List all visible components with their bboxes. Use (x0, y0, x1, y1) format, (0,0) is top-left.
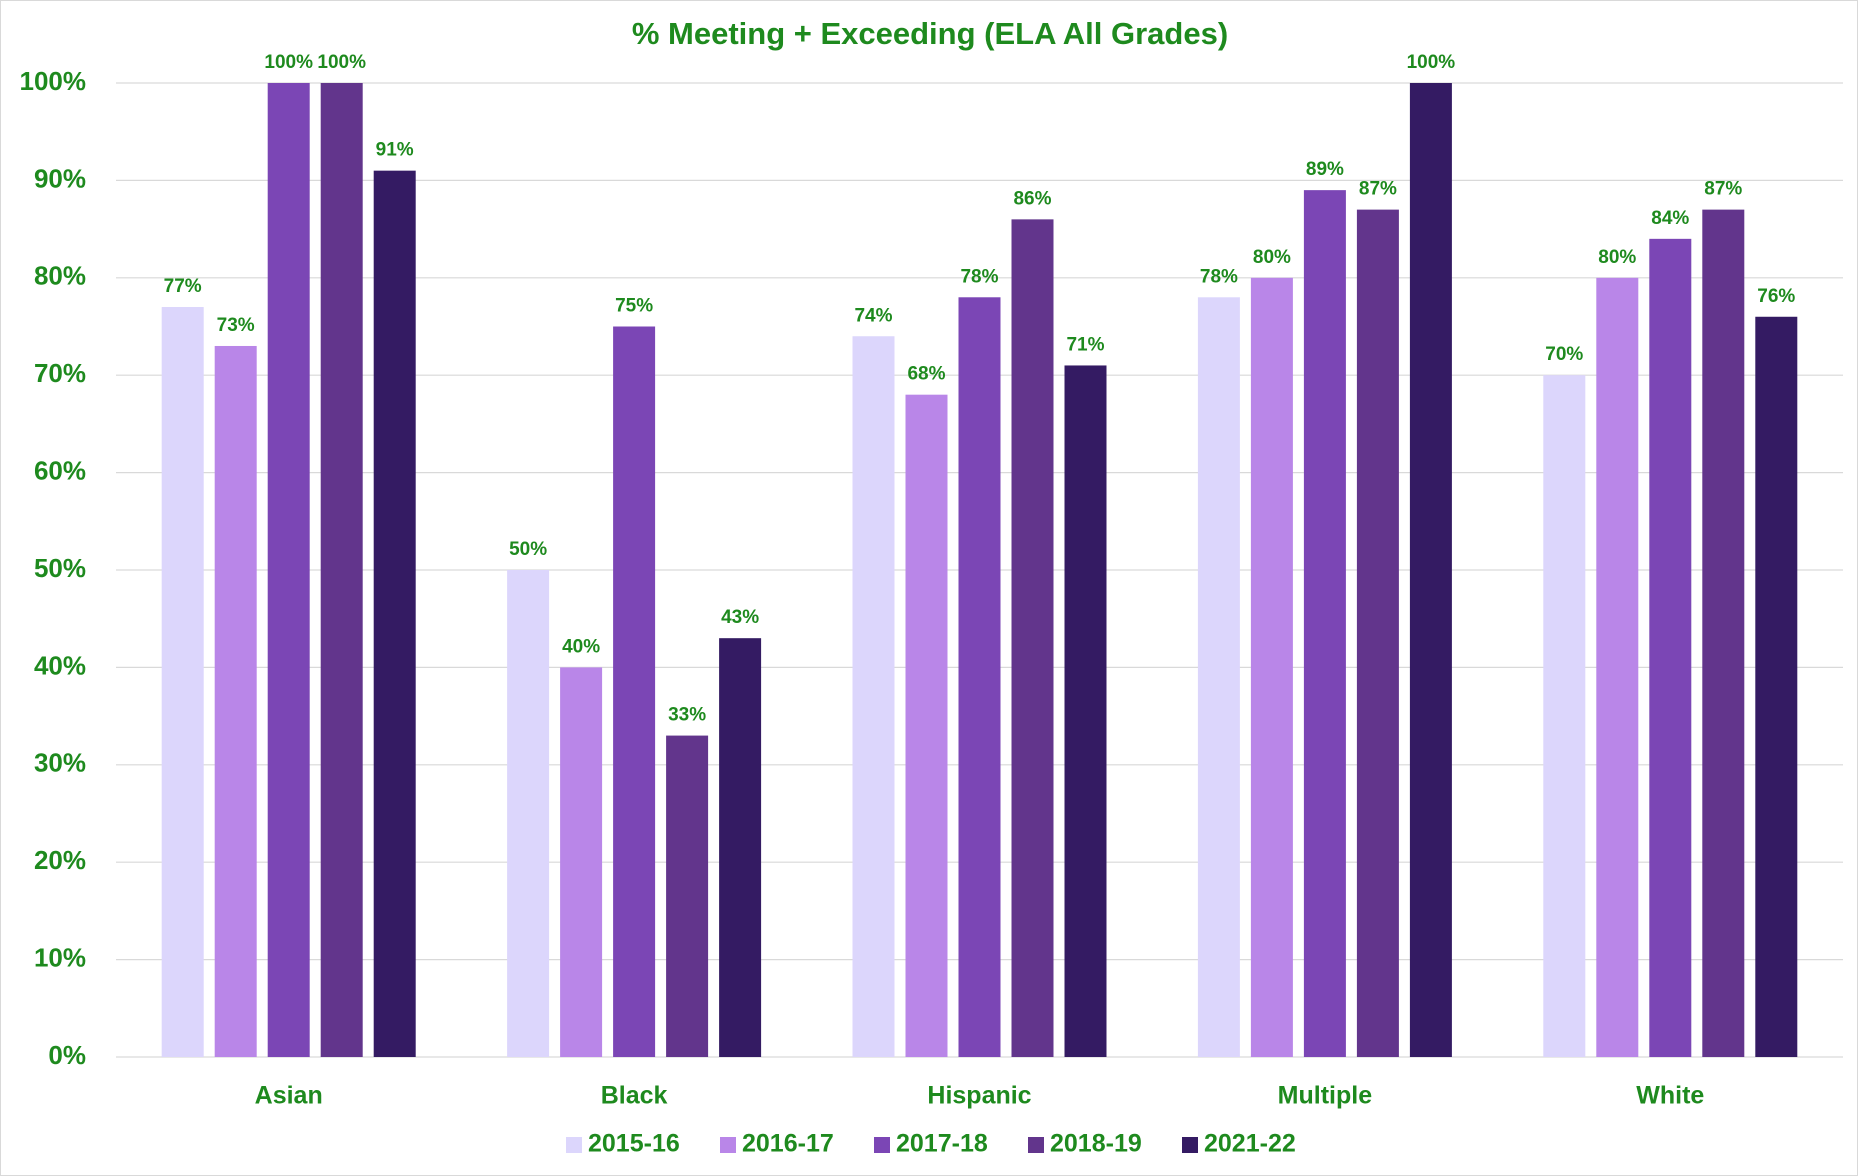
legend-label: 2021-22 (1204, 1130, 1296, 1158)
data-label: 80% (1598, 247, 1636, 268)
legend-label: 2015-16 (588, 1130, 680, 1158)
data-label: 86% (1013, 188, 1051, 209)
legend-label: 2017-18 (896, 1130, 988, 1158)
y-tick-label: 30% (34, 748, 86, 778)
y-tick-label: 80% (34, 261, 86, 291)
data-label: 75% (615, 296, 653, 317)
legend-label: 2016-17 (742, 1130, 834, 1158)
bar (852, 336, 895, 1057)
data-label: 100% (264, 52, 313, 73)
legend-swatch (1028, 1137, 1044, 1153)
legend-swatch (1182, 1137, 1198, 1153)
y-tick-label: 50% (34, 553, 86, 583)
bar (1409, 83, 1452, 1057)
data-label: 68% (907, 364, 945, 385)
y-tick-label: 90% (34, 163, 86, 193)
bar (560, 667, 603, 1057)
y-tick-label: 20% (34, 845, 86, 875)
y-tick-label: 70% (34, 358, 86, 388)
legend-swatch (566, 1137, 582, 1153)
bar (1543, 375, 1586, 1057)
data-label: 100% (1407, 52, 1456, 73)
bar (1250, 277, 1293, 1057)
data-label: 100% (317, 52, 366, 73)
data-label: 73% (217, 315, 255, 336)
data-label: 70% (1545, 344, 1583, 365)
data-label: 89% (1306, 159, 1344, 180)
bar (1064, 365, 1107, 1058)
y-tick-label: 0% (48, 1040, 86, 1070)
data-label: 77% (164, 276, 202, 297)
bar (373, 170, 416, 1057)
data-label: 33% (668, 705, 706, 726)
bar (1011, 219, 1054, 1058)
data-label: 40% (562, 636, 600, 657)
data-label: 87% (1359, 179, 1397, 200)
bar (719, 638, 762, 1057)
data-label: 87% (1704, 179, 1742, 200)
bar (1649, 238, 1692, 1058)
x-tick-label: Black (601, 1082, 668, 1110)
bar (1596, 277, 1639, 1057)
data-label: 78% (1200, 266, 1238, 287)
legend-swatch (720, 1137, 736, 1153)
bar (905, 394, 948, 1057)
legend-swatch (874, 1137, 890, 1153)
bar (214, 345, 257, 1058)
bar (613, 326, 656, 1057)
bar (1755, 316, 1798, 1057)
x-tick-label: Hispanic (927, 1082, 1031, 1110)
data-label: 84% (1651, 208, 1689, 229)
bar (958, 297, 1001, 1057)
y-tick-label: 40% (34, 650, 86, 680)
data-label: 74% (854, 305, 892, 326)
legend-label: 2018-19 (1050, 1130, 1142, 1158)
bar (267, 83, 310, 1057)
data-label: 80% (1253, 247, 1291, 268)
bar (666, 735, 709, 1057)
data-label: 76% (1757, 286, 1795, 307)
bar (1303, 190, 1346, 1057)
x-tick-label: Multiple (1278, 1082, 1373, 1110)
chart-title: % Meeting + Exceeding (ELA All Grades) (632, 16, 1228, 51)
y-tick-label: 10% (34, 942, 86, 972)
data-label: 78% (960, 266, 998, 287)
y-tick-label: 100% (20, 66, 87, 96)
data-label: 43% (721, 607, 759, 628)
data-label: 71% (1066, 334, 1104, 355)
bar (507, 570, 550, 1057)
bar (161, 307, 204, 1057)
bar (320, 83, 363, 1057)
x-tick-label: White (1636, 1082, 1704, 1110)
data-label: 91% (376, 140, 414, 161)
y-tick-label: 60% (34, 455, 86, 485)
data-label: 50% (509, 539, 547, 560)
x-tick-label: Asian (255, 1082, 323, 1110)
bar (1197, 297, 1240, 1057)
bar (1702, 209, 1745, 1057)
bar (1356, 209, 1399, 1057)
